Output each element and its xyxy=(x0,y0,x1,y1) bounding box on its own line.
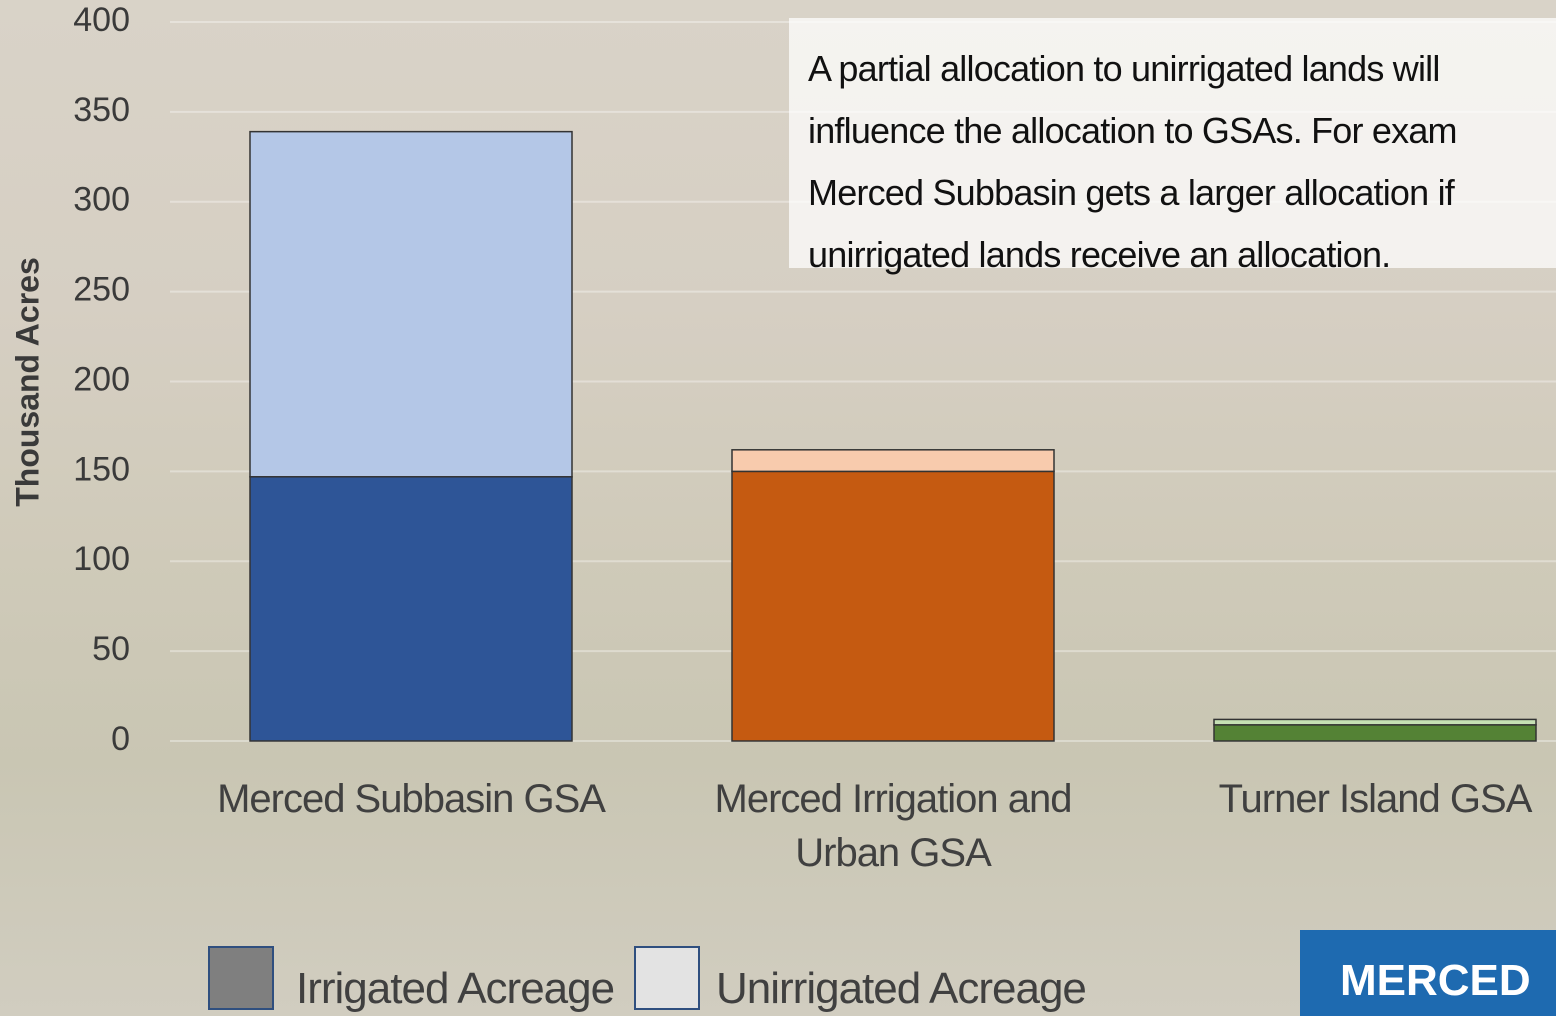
y-axis-label: Thousand Acres xyxy=(9,257,45,507)
legend-label: Unirrigated Acreage xyxy=(716,964,1087,1013)
bar-segment xyxy=(249,130,573,478)
logo: MERCED xyxy=(1300,930,1556,1016)
x-tick-label: Merced Irrigation and Urban GSA xyxy=(714,777,1073,875)
x-tick-label: Merced Subbasin GSA xyxy=(217,777,606,821)
legend-swatch xyxy=(634,946,700,1010)
y-tick-label: 0 xyxy=(111,720,130,758)
y-tick-label: 150 xyxy=(73,450,130,488)
bar-segment xyxy=(731,449,1055,473)
annotation-line: influence the allocation to GSAs. For ex… xyxy=(808,110,1458,151)
y-tick-label: 50 xyxy=(92,630,130,668)
y-tick-label: 300 xyxy=(73,181,130,219)
annotation-line: Merced Subbasin gets a larger allocation… xyxy=(808,172,1455,213)
y-tick-label: 250 xyxy=(73,271,130,309)
bar-segment xyxy=(249,476,573,742)
bar-segment xyxy=(1213,718,1537,726)
annotation-line: A partial allocation to unirrigated land… xyxy=(808,48,1440,89)
legend-label: Irrigated Acreage xyxy=(296,964,615,1013)
annotation: A partial allocation to unirrigated land… xyxy=(789,18,1556,275)
y-tick-label: 350 xyxy=(73,91,130,129)
annotation-line: unirrigated lands receive an allocation. xyxy=(808,234,1391,275)
legend-swatch xyxy=(208,946,274,1010)
bar-segment xyxy=(731,470,1055,742)
bar-segment xyxy=(1213,724,1537,742)
y-tick-label: 400 xyxy=(73,1,130,39)
y-tick-label: 100 xyxy=(73,540,130,578)
x-tick-label: Turner Island GSA xyxy=(1218,777,1533,821)
y-tick-label: 200 xyxy=(73,360,130,398)
